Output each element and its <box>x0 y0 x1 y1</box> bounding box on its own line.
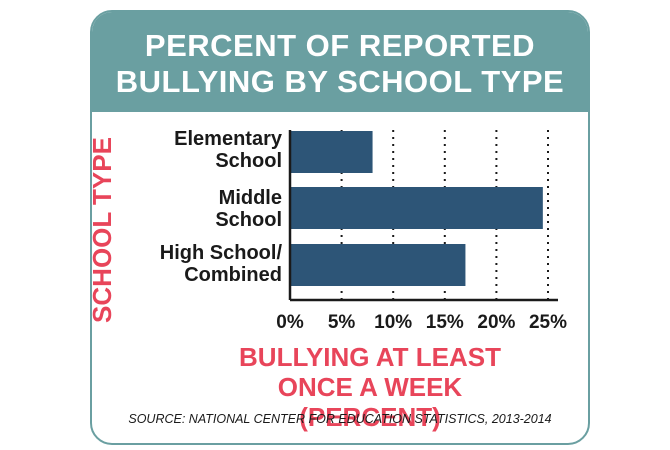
category-label-line: Combined <box>184 264 282 286</box>
chart-header: PERCENT OF REPORTED BULLYING BY SCHOOL T… <box>92 12 588 112</box>
x-axis-title-line-2: ONCE A WEEK (PERCENT) <box>277 372 463 432</box>
x-axis-title: BULLYING AT LEAST ONCE A WEEK (PERCENT) <box>210 342 530 432</box>
chart-title: PERCENT OF REPORTED BULLYING BY SCHOOL T… <box>92 28 588 100</box>
bar <box>290 244 466 286</box>
x-tick-label: 15% <box>426 312 464 333</box>
bar <box>290 131 373 173</box>
x-tick-label: 5% <box>328 312 356 333</box>
x-tick-label: 20% <box>477 312 515 333</box>
category-label-line: Elementary <box>174 128 282 150</box>
source-note: SOURCE: NATIONAL CENTER FOR EDUCATION ST… <box>128 412 552 426</box>
chart-title-line-1: PERCENT OF REPORTED <box>144 28 536 63</box>
x-axis-title-line-1: BULLYING AT LEAST <box>239 342 501 372</box>
category-label-line: School <box>215 209 282 231</box>
bar <box>290 187 543 229</box>
category-label-line: High School/ <box>159 242 282 264</box>
x-tick-label: 25% <box>529 312 567 333</box>
category-label-high-school: High School/ Combined <box>132 242 282 286</box>
category-label-line: Middle <box>218 187 282 209</box>
category-label-elementary: Elementary School <box>132 128 282 172</box>
category-label-middle: Middle School <box>132 187 282 231</box>
x-tick-label: 10% <box>374 312 412 333</box>
x-tick-label: 0% <box>276 312 304 333</box>
chart-title-line-2: BULLYING BY SCHOOL TYPE <box>115 64 565 99</box>
category-label-line: School <box>215 150 282 172</box>
